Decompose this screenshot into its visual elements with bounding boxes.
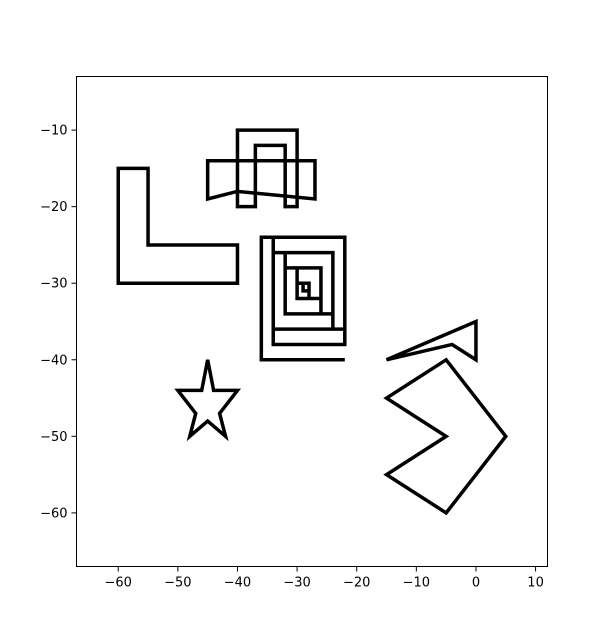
x-tick-label: 0 bbox=[472, 576, 480, 591]
x-tick-label: 10 bbox=[527, 576, 544, 591]
x-tick-label: −20 bbox=[343, 576, 370, 591]
band-shape bbox=[205, 158, 317, 202]
x-tick-label: −10 bbox=[403, 576, 430, 591]
y-tick-label: −20 bbox=[40, 200, 67, 215]
shapes-layer bbox=[116, 128, 508, 516]
triangle-shape bbox=[385, 318, 478, 363]
x-tick-label: −30 bbox=[283, 576, 310, 591]
y-tick-label: −60 bbox=[40, 506, 67, 521]
y-tick-label: −40 bbox=[40, 353, 67, 368]
x-tick-label: −60 bbox=[105, 576, 132, 591]
spiral-shape bbox=[259, 235, 347, 362]
x-tick-label: −40 bbox=[224, 576, 251, 591]
l-shape bbox=[116, 166, 240, 285]
y-tick-label: −30 bbox=[40, 277, 67, 292]
x-tick-label: −50 bbox=[164, 576, 191, 591]
y-axis: −10 −20 −30 −40 −50 −60 bbox=[40, 124, 77, 521]
chevron-shape bbox=[383, 357, 508, 516]
star-shape bbox=[174, 359, 242, 442]
arch-shape bbox=[235, 128, 299, 209]
y-tick-label: −50 bbox=[40, 430, 67, 445]
y-tick-label: −10 bbox=[40, 124, 67, 139]
x-axis: −60 −50 −40 −30 −20 −10 0 10 bbox=[105, 566, 544, 591]
